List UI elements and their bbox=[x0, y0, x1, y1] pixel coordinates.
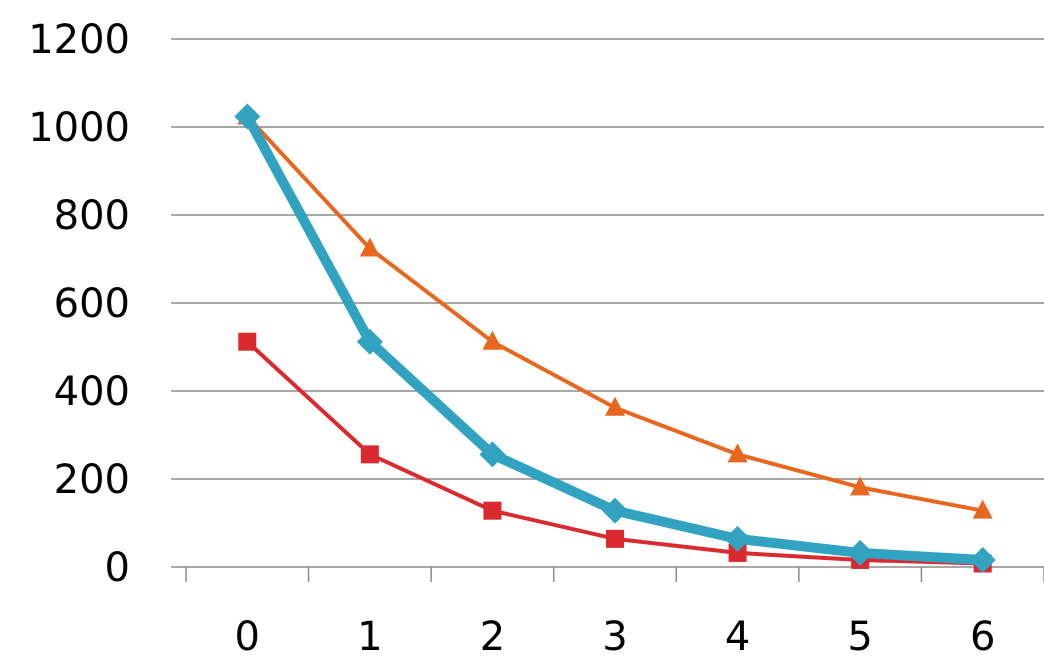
y-tick-label: 1000 bbox=[28, 105, 130, 151]
data-point-diamond bbox=[969, 546, 996, 573]
data-point-diamond bbox=[724, 525, 751, 552]
data-point-diamond bbox=[234, 103, 261, 130]
y-tick-label: 600 bbox=[54, 281, 130, 327]
x-tick-label: 2 bbox=[480, 614, 505, 657]
data-point-diamond bbox=[602, 497, 628, 524]
x-tick-label: 5 bbox=[847, 614, 872, 657]
data-point-square bbox=[483, 501, 502, 520]
data-point-square bbox=[360, 445, 379, 464]
x-axis-tick-labels: 0 1 2 3 4 5 6 bbox=[235, 614, 996, 657]
y-tick-label: 1200 bbox=[28, 17, 130, 63]
y-tick-label: 800 bbox=[54, 193, 130, 239]
axes bbox=[171, 566, 1044, 582]
x-tick-label: 0 bbox=[235, 614, 260, 657]
x-tick-label: 6 bbox=[970, 614, 995, 657]
series-0 bbox=[234, 103, 996, 573]
data-point-triangle bbox=[727, 443, 748, 463]
gridlines bbox=[171, 38, 1044, 480]
data-point-triangle bbox=[850, 476, 871, 496]
x-tick-label: 3 bbox=[602, 614, 627, 657]
y-axis-tick-labels: 0 200 400 600 800 1000 1200 bbox=[28, 17, 130, 591]
data-point-diamond bbox=[356, 328, 383, 355]
data-point-triangle bbox=[605, 396, 625, 416]
series-1 bbox=[238, 332, 992, 573]
data-point-square bbox=[238, 332, 257, 351]
data-point-square bbox=[728, 543, 747, 562]
data-point-triangle bbox=[359, 237, 380, 257]
series-line bbox=[242, 114, 984, 565]
y-tick-label: 0 bbox=[105, 545, 130, 591]
data-point-square bbox=[606, 529, 624, 548]
data-point-triangle bbox=[482, 330, 503, 350]
series-group bbox=[234, 103, 996, 573]
y-tick-label: 400 bbox=[54, 369, 130, 415]
data-point-diamond bbox=[847, 539, 874, 566]
y-tick-label: 200 bbox=[54, 457, 130, 503]
data-point-diamond bbox=[479, 441, 506, 468]
x-tick-label: 4 bbox=[725, 614, 750, 657]
data-point-triangle bbox=[972, 499, 993, 519]
x-tick-label: 1 bbox=[357, 614, 382, 657]
